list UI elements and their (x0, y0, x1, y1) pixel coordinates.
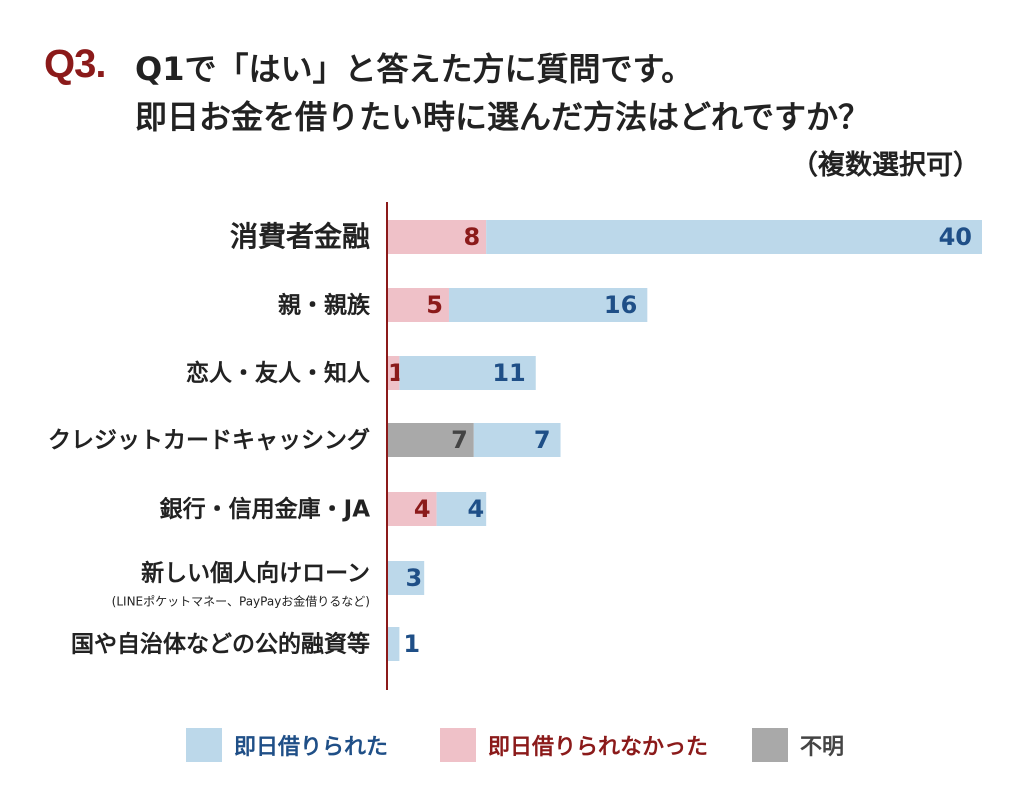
bar-fail (387, 356, 400, 390)
legend-label: 即日借りられなかった (488, 735, 709, 760)
question-number: Q3. (44, 42, 106, 86)
bar-fail (387, 492, 437, 526)
category-sublabel: (LINEポケットマネー、PayPayお金借りるなど) (112, 594, 370, 609)
data-label-success: 3 (405, 564, 422, 592)
category-label: クレジットカードキャッシング (48, 427, 370, 454)
bar-success (436, 492, 487, 526)
category-label: 新しい個人向けローン (141, 560, 370, 587)
data-label-success: 16 (604, 291, 637, 319)
title-line-2: 即日お金を借りたい時に選んだ方法はどれですか？ (135, 98, 871, 136)
data-label-success: 1 (403, 630, 420, 658)
legend-item-success: 即日借りられた (186, 728, 388, 762)
data-label-success: 40 (939, 223, 972, 251)
bar-unknown (387, 423, 474, 457)
data-label-success: 11 (492, 359, 525, 387)
data-label-success: 4 (467, 495, 484, 523)
bar-success (387, 627, 400, 661)
bar-success (486, 220, 982, 254)
legend-label: 不明 (800, 735, 845, 760)
title-note: （複数選択可） (791, 150, 980, 181)
data-label-fail: 8 (463, 223, 480, 251)
bar-success (387, 561, 425, 595)
legend-label: 即日借りられた (234, 735, 389, 760)
bar-fail (387, 220, 487, 254)
title-line-1: Q1で「はい」と答えた方に質問です。 (135, 50, 694, 88)
category-label: 国や自治体などの公的融資等 (71, 631, 370, 658)
legend-swatch (440, 728, 476, 762)
bar-success (448, 288, 648, 322)
category-label: 消費者金融 (230, 220, 370, 253)
chart-legend: 即日借りられた 即日借りられなかった 不明 (0, 728, 1024, 764)
category-label: 恋人・友人・知人 (186, 360, 371, 387)
bar-success (399, 356, 536, 390)
category-label: 親・親族 (278, 292, 371, 319)
data-label-success: 7 (534, 426, 551, 454)
data-label-unknown: 7 (451, 426, 468, 454)
legend-swatch (752, 728, 788, 762)
category-label: 銀行・信用金庫・JA (160, 496, 371, 523)
data-label-fail: 4 (414, 495, 431, 523)
bar-fail (387, 288, 449, 322)
legend-swatch (186, 728, 222, 762)
legend-item-fail: 即日借りられなかった (440, 728, 708, 762)
legend-item-unknown: 不明 (752, 728, 844, 762)
bar-success (473, 423, 561, 457)
data-label-fail: 5 (426, 291, 443, 319)
